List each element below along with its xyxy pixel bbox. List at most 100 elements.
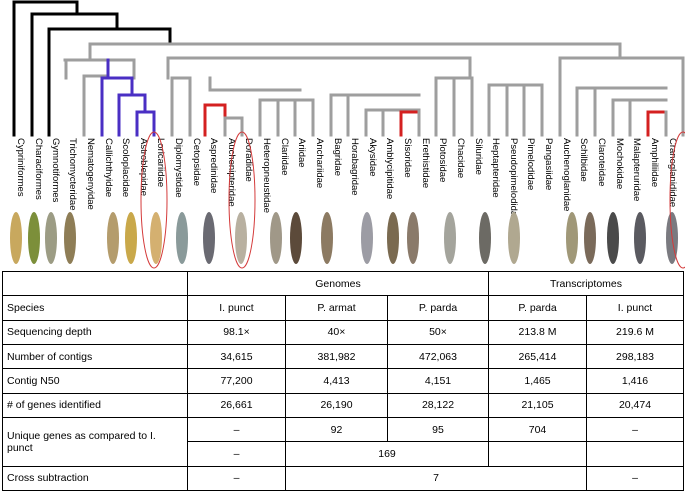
taxon-label: Heptapteridae	[490, 138, 501, 198]
genes-identified-row: # of genes identified 26,661 26,190 28,1…	[2, 392, 685, 418]
group-header-row: Genomes Transcriptomes	[2, 270, 685, 297]
fish-photo	[270, 212, 282, 264]
taxon-label: Scoloplacidae	[120, 138, 131, 197]
table-cell: 92	[285, 416, 388, 443]
fish-photo	[321, 212, 333, 264]
taxon-label: Bagridae	[332, 138, 343, 176]
fish-photo	[444, 212, 456, 264]
species-row: Species I. punct P. armat P. parda P. pa…	[2, 295, 685, 321]
fish-photo	[28, 212, 40, 264]
table-cell: –	[586, 465, 685, 492]
fish-photo	[45, 212, 57, 264]
genomes-header: Genomes	[186, 270, 490, 297]
fish-photo	[10, 212, 22, 264]
taxon-label: Pseudopimelodidae	[508, 138, 519, 221]
fish-photo	[634, 212, 646, 264]
taxon-label: Doradidae	[243, 138, 254, 182]
taxon-label: Amblycipitidae	[384, 138, 395, 199]
row-label: Contig N50	[2, 368, 188, 394]
highlight-circle	[228, 131, 256, 269]
table-cell: 1,465	[488, 368, 588, 394]
taxon-label: Mochokidae	[614, 138, 625, 189]
contig-n50-row: Contig N50 77,200 4,413 4,151 1,465 1,41…	[2, 368, 685, 394]
taxon-label: Auchenipteridae	[226, 138, 237, 207]
table-cell: 1,416	[586, 368, 685, 394]
taxon-label: Characiformes	[33, 138, 44, 200]
table-cell: 4,413	[285, 368, 388, 394]
table-cell: 169	[284, 441, 490, 467]
table-cell: 40×	[285, 319, 388, 345]
row-label: Unique genes as compared to I. punct	[2, 416, 188, 467]
species-label: Species	[2, 295, 188, 321]
fish-photos	[10, 212, 678, 264]
fish-photo	[107, 212, 119, 264]
fish-photo	[607, 212, 619, 264]
taxon-label: Cypriniformes	[15, 138, 26, 197]
fish-photo	[407, 212, 419, 264]
sequencing-depth-row: Sequencing depth 98.1× 40× 50× 213.8 M 2…	[2, 319, 685, 345]
table-cell: 381,982	[285, 343, 388, 370]
taxon-label: Callichthyidae	[103, 138, 114, 197]
taxon-label: Pimelodidae	[525, 138, 536, 190]
taxon-label: Diplomystidae	[173, 138, 184, 198]
table-cell: 26,190	[285, 392, 388, 418]
tree-branches	[12, 0, 685, 137]
cross-subtraction-row: Cross subtraction – 7 –	[2, 465, 685, 492]
number-of-contigs-row: Number of contigs 34,615 381,982 472,063…	[2, 343, 685, 370]
table-cell: 95	[386, 416, 490, 443]
transcriptomes-header: Transcriptomes	[488, 270, 685, 297]
table-cell	[488, 441, 588, 467]
species-cell: P. armat	[285, 295, 388, 321]
table-cell: 20,474	[586, 392, 685, 418]
fish-photo	[125, 212, 137, 264]
table-cell: 98.1×	[187, 319, 286, 345]
table-cell: –	[187, 441, 286, 467]
taxon-label: Heteropneustidae	[261, 138, 272, 213]
fish-photo	[479, 212, 491, 264]
table-cell: –	[187, 416, 286, 443]
table-cell: 26,661	[187, 392, 286, 418]
taxon-label: Chacidae	[455, 138, 466, 178]
taxon-label: Loricariidae	[155, 138, 166, 187]
table-cell: 265,414	[488, 343, 588, 370]
fish-photo	[150, 212, 162, 264]
taxon-label: Malapteruridae	[631, 138, 642, 201]
unique-genes-row: Unique genes as compared to I. punct – 9…	[2, 416, 685, 467]
row-label: Number of contigs	[2, 343, 188, 370]
table-cell: 219.6 M	[586, 319, 685, 345]
table-cell: 77,200	[187, 368, 286, 394]
taxon-label: Cranoglanididae	[667, 138, 678, 207]
table-cell: 704	[488, 416, 588, 443]
taxon-label: Amphiliidae	[649, 138, 660, 187]
table-cell: 298,183	[586, 343, 685, 370]
taxon-label: Trichomycteridae	[67, 138, 78, 211]
table-cell: 472,063	[386, 343, 490, 370]
taxon-label: Nematogenyidae	[85, 138, 96, 210]
fish-photo	[566, 212, 578, 264]
species-cell: I. punct	[586, 295, 685, 321]
fish-photo	[64, 212, 76, 264]
table-cell: –	[187, 465, 286, 492]
table-cell: 50×	[386, 319, 490, 345]
species-cell: I. punct	[187, 295, 286, 321]
taxon-label: Aspredinidae	[208, 138, 219, 193]
fish-photo	[584, 212, 596, 264]
taxon-label: Siluridae	[473, 138, 484, 175]
taxon-label: Ariidae	[296, 138, 307, 168]
table-cell: 4,151	[386, 368, 490, 394]
comparison-table: Genomes Transcriptomes Species I. punct …	[2, 270, 685, 492]
fish-photo	[203, 212, 215, 264]
fish-photo	[290, 212, 302, 264]
row-label: # of genes identified	[2, 392, 188, 418]
taxon-label: Schilbidae	[578, 138, 589, 182]
taxon-label: Horabagridae	[349, 138, 360, 196]
unique-genes-combined-row: – 169	[3, 441, 685, 467]
fish-photo	[508, 212, 520, 264]
taxon-label: Claroteidae	[596, 138, 607, 187]
fish-photo	[176, 212, 188, 264]
fish-photo	[235, 212, 247, 264]
table-cell: 34,615	[187, 343, 286, 370]
taxon-label: Sisoridae	[402, 138, 413, 178]
empty-corner-cell	[2, 270, 188, 297]
species-cell: P. parda	[386, 295, 490, 321]
